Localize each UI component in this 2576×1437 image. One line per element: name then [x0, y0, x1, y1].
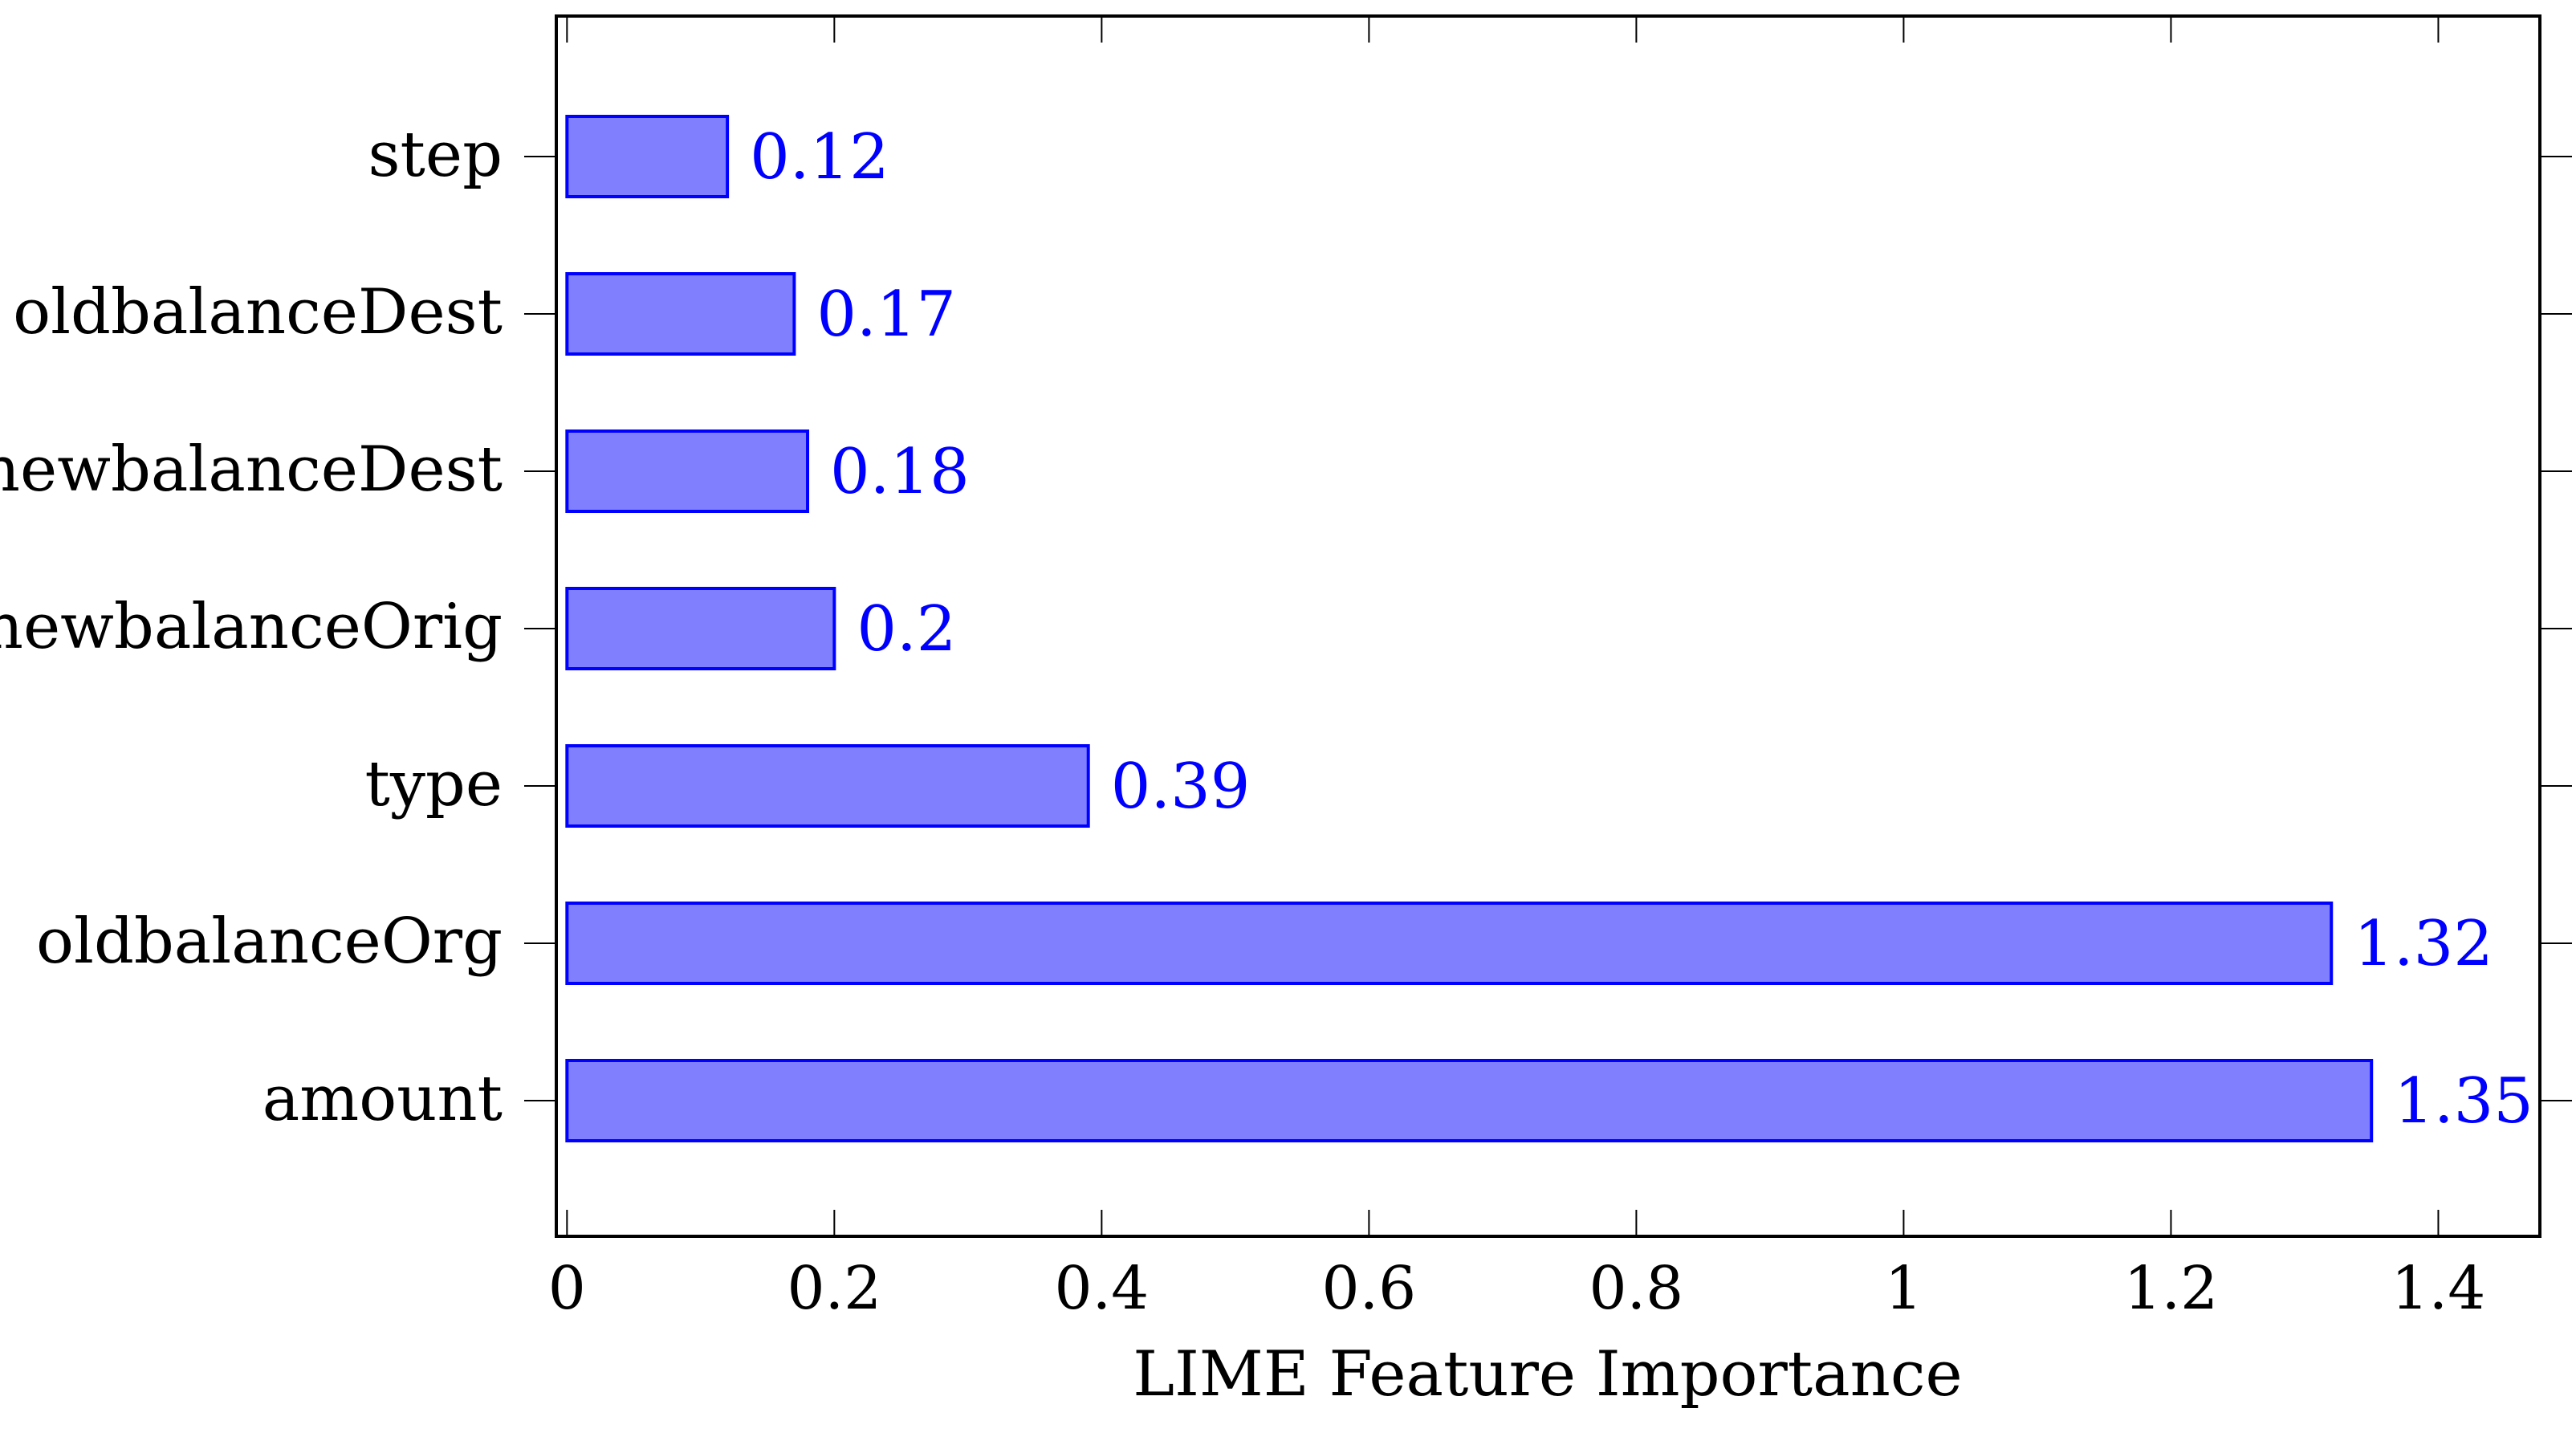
x-axis-title: LIME Feature Importance: [1133, 1338, 1962, 1411]
value-label: 0.39: [1111, 751, 1251, 823]
bar-type: [565, 744, 1090, 828]
category-label: oldbalanceOrg: [36, 906, 503, 978]
category-label: type: [364, 748, 503, 820]
axis-ticks: [524, 16, 2572, 1236]
value-label: 0.18: [830, 436, 970, 508]
value-label: 1.32: [2354, 908, 2493, 980]
x-tick-label: 0.8: [1589, 1254, 1684, 1323]
value-label: 1.35: [2394, 1065, 2533, 1138]
x-tick-label: 0.4: [1055, 1254, 1150, 1323]
plot-frame: [555, 14, 2541, 1238]
category-label: oldbalanceDest: [13, 276, 503, 348]
value-label: 0.2: [857, 593, 956, 666]
category-label: amount: [262, 1063, 503, 1135]
y-category-labels: step oldbalanceDest newbalanceDest newbalan…: [0, 119, 503, 1135]
x-tick-label: 0.2: [787, 1254, 881, 1323]
x-tick-labels: 0 0.2 0.4 0.6 0.8 1 1.2 1.4: [548, 1254, 2486, 1323]
x-tick-label: 0.6: [1322, 1254, 1417, 1323]
category-label: newbalanceDest: [0, 434, 503, 506]
category-label: step: [368, 119, 503, 191]
bar-newbalanceDest: [565, 429, 810, 513]
x-tick-label: 1.4: [2391, 1254, 2486, 1323]
bar-value-labels: 0.12 0.17 0.18 0.2 0.39 1.32 1.35: [750, 121, 2533, 1138]
bar-series: [565, 115, 2374, 1142]
x-tick-label: 1: [1885, 1254, 1923, 1323]
x-tick-label: 1.2: [2124, 1254, 2219, 1323]
category-label: newbalanceOrig: [0, 591, 503, 663]
x-tick-label: 0: [548, 1254, 586, 1323]
bar-step: [565, 115, 730, 198]
bar-amount: [565, 1059, 2374, 1142]
bar-oldbalanceDest: [565, 272, 796, 356]
value-label: 0.17: [816, 279, 956, 351]
bar-oldbalanceOrg: [565, 902, 2334, 985]
bar-newbalanceOrig: [565, 587, 836, 670]
value-label: 0.12: [750, 121, 889, 193]
